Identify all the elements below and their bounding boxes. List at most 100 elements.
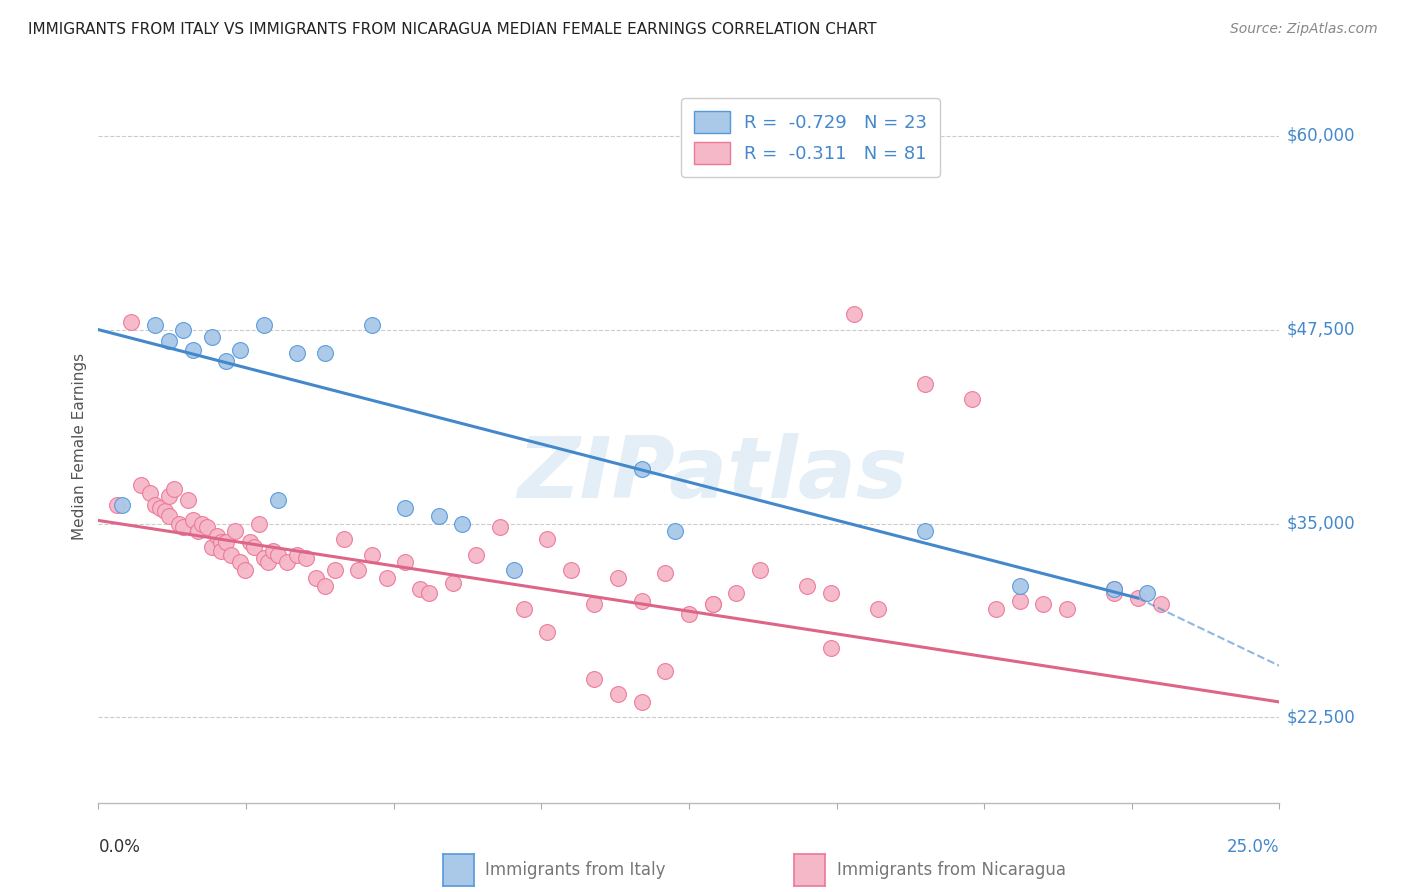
Point bbox=[654, 664, 676, 678]
Point bbox=[105, 498, 128, 512]
Point bbox=[984, 602, 1007, 616]
Point bbox=[347, 563, 370, 577]
Text: Source: ZipAtlas.com: Source: ZipAtlas.com bbox=[1230, 22, 1378, 37]
Point bbox=[139, 485, 162, 500]
Point bbox=[866, 602, 889, 616]
Point bbox=[583, 597, 606, 611]
Point bbox=[1136, 586, 1159, 600]
Point bbox=[276, 555, 298, 569]
Point bbox=[257, 555, 280, 569]
Legend: R =  -0.729   N = 23, R =  -0.311   N = 81: R = -0.729 N = 23, R = -0.311 N = 81 bbox=[681, 98, 939, 177]
Point bbox=[1008, 579, 1031, 593]
Point bbox=[1150, 597, 1173, 611]
Point bbox=[167, 516, 190, 531]
Point bbox=[725, 586, 748, 600]
Point bbox=[181, 343, 204, 357]
Text: $47,500: $47,500 bbox=[1286, 320, 1355, 339]
Point bbox=[1102, 582, 1125, 596]
Text: $22,500: $22,500 bbox=[1286, 708, 1355, 726]
Text: ZIPatlas: ZIPatlas bbox=[517, 433, 908, 516]
Point bbox=[630, 695, 652, 709]
Point bbox=[630, 594, 652, 608]
Point bbox=[201, 330, 224, 344]
Point bbox=[796, 579, 818, 593]
Point bbox=[143, 498, 166, 512]
Point bbox=[678, 607, 700, 621]
Point bbox=[441, 575, 464, 590]
Point bbox=[702, 597, 724, 611]
Point bbox=[323, 563, 346, 577]
Point bbox=[129, 477, 152, 491]
Point bbox=[607, 687, 630, 701]
Point bbox=[233, 563, 256, 577]
Point bbox=[630, 462, 652, 476]
Point bbox=[314, 346, 336, 360]
Point bbox=[285, 346, 308, 360]
Point bbox=[333, 532, 356, 546]
Point bbox=[1126, 591, 1149, 605]
Point bbox=[157, 489, 180, 503]
Point bbox=[1056, 602, 1078, 616]
Point bbox=[243, 540, 266, 554]
Point bbox=[408, 582, 430, 596]
Point bbox=[536, 625, 558, 640]
Point bbox=[914, 524, 936, 539]
Point bbox=[583, 672, 606, 686]
Point bbox=[702, 597, 724, 611]
Point bbox=[215, 353, 238, 368]
Text: $35,000: $35,000 bbox=[1286, 515, 1355, 533]
Point bbox=[205, 529, 228, 543]
Point bbox=[560, 563, 582, 577]
Point bbox=[149, 501, 172, 516]
Text: 0.0%: 0.0% bbox=[98, 838, 141, 856]
Point bbox=[361, 548, 384, 562]
Point bbox=[914, 376, 936, 391]
Point bbox=[195, 519, 218, 533]
Point bbox=[418, 586, 440, 600]
Point bbox=[1102, 582, 1125, 596]
Point bbox=[215, 535, 238, 549]
Point bbox=[305, 571, 328, 585]
Point bbox=[121, 315, 143, 329]
Point bbox=[219, 548, 242, 562]
Point bbox=[209, 535, 232, 549]
Point bbox=[295, 550, 318, 565]
Point bbox=[177, 493, 200, 508]
Point bbox=[163, 483, 186, 497]
Point bbox=[375, 571, 398, 585]
Text: Immigrants from Nicaragua: Immigrants from Nicaragua bbox=[837, 861, 1066, 879]
Point bbox=[314, 579, 336, 593]
Point bbox=[451, 516, 474, 531]
Point bbox=[607, 571, 630, 585]
Point bbox=[962, 392, 984, 407]
Point bbox=[820, 640, 842, 655]
Point bbox=[1008, 594, 1031, 608]
Point bbox=[267, 548, 290, 562]
Point bbox=[253, 550, 276, 565]
Point bbox=[201, 540, 224, 554]
Point bbox=[239, 535, 262, 549]
Point bbox=[285, 548, 308, 562]
Point bbox=[172, 519, 194, 533]
Point bbox=[229, 343, 252, 357]
Point bbox=[820, 586, 842, 600]
Point bbox=[536, 532, 558, 546]
Point bbox=[187, 524, 209, 539]
Point bbox=[427, 508, 450, 523]
Point bbox=[489, 519, 512, 533]
Point bbox=[748, 563, 770, 577]
Point bbox=[503, 563, 526, 577]
Point bbox=[181, 513, 204, 527]
Point bbox=[267, 493, 290, 508]
Point bbox=[191, 516, 214, 531]
Point bbox=[247, 516, 270, 531]
Point bbox=[394, 555, 416, 569]
Point bbox=[844, 307, 866, 321]
Point bbox=[394, 501, 416, 516]
Point bbox=[361, 318, 384, 332]
Text: Immigrants from Italy: Immigrants from Italy bbox=[485, 861, 665, 879]
Point bbox=[224, 524, 246, 539]
Point bbox=[153, 504, 176, 518]
Point bbox=[157, 508, 180, 523]
Point bbox=[253, 318, 276, 332]
